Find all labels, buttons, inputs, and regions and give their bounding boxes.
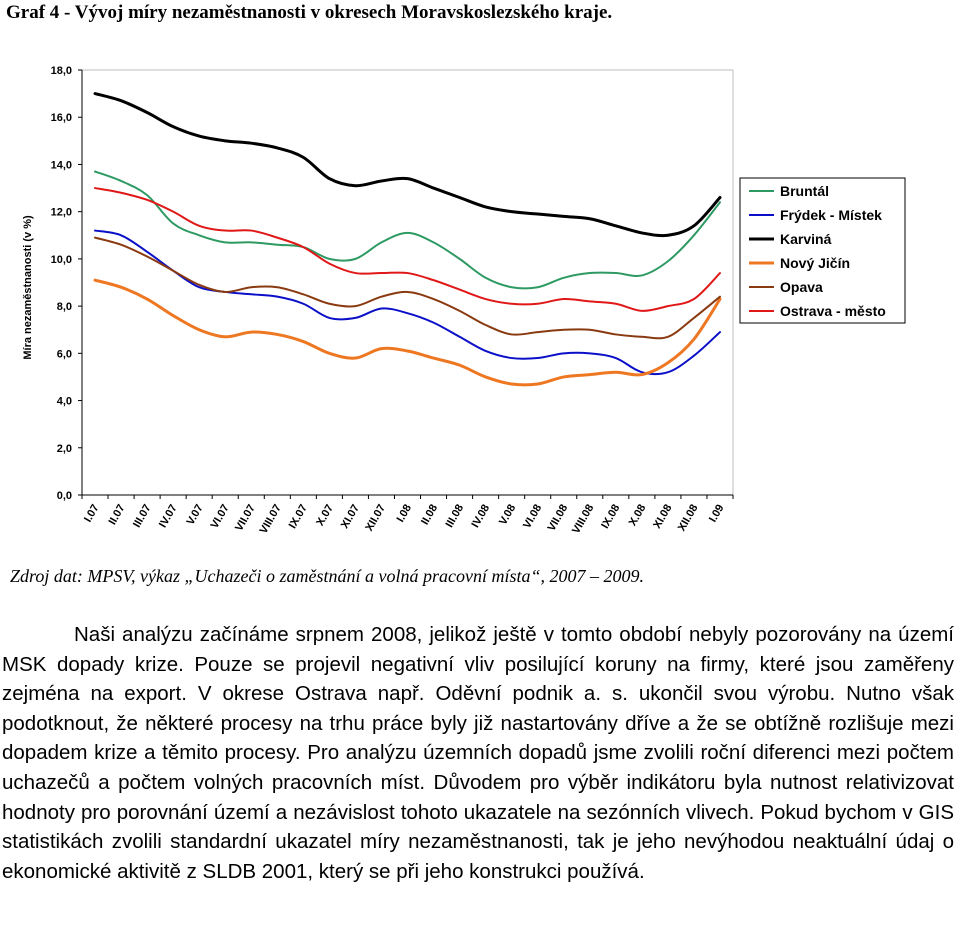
- x-tick-label: II.08: [419, 503, 440, 528]
- y-tick-label: 6,0: [57, 348, 72, 360]
- x-tick-label: VI.07: [209, 503, 232, 531]
- legend-entry: Karviná: [780, 231, 832, 247]
- legend-entry: Opava: [780, 279, 823, 295]
- body-paragraph: Naši analýzu začínáme srpnem 2008, jelik…: [2, 620, 954, 886]
- x-tick-label: XII.08: [676, 503, 701, 534]
- x-tick-label: V.08: [497, 503, 518, 528]
- chart-legend: Bruntál Frýdek - Místek Karviná Nový Jičín O…: [739, 177, 906, 324]
- series-line: [94, 170, 721, 290]
- data-source-note: Zdroj dat: MPSV, výkaz „Uchazeči o zaměs…: [10, 566, 644, 586]
- x-tick-label: VII.07: [233, 503, 258, 534]
- legend-entry: Ostrava - město: [780, 303, 886, 319]
- x-tick-label: XI.08: [651, 503, 674, 531]
- y-tick-label: 10,0: [51, 254, 72, 266]
- x-tick-labels: I.07 II.07 III.07 IV.07 V.07 VI.07 VII.07 VIII.…: [81, 495, 734, 537]
- x-tick-label: X.08: [627, 503, 649, 529]
- x-tick-label: VIII.07: [258, 503, 284, 537]
- x-tick-label: VII.08: [546, 503, 571, 534]
- x-tick-label: VIII.08: [570, 503, 596, 537]
- series-line: [93, 92, 722, 238]
- y-tick-label: 16,0: [51, 112, 72, 124]
- x-tick-label: IX.07: [287, 503, 310, 531]
- y-tick-label: 12,0: [51, 207, 72, 219]
- y-tick-label: 18,0: [51, 65, 72, 77]
- x-tick-label: I.09: [707, 503, 727, 525]
- x-tick-label: XI.07: [339, 503, 362, 531]
- x-tick-label: II.07: [107, 503, 128, 528]
- y-tick-label: 14,0: [51, 159, 72, 171]
- x-tick-label: IV.07: [157, 503, 180, 530]
- x-tick-label: V.07: [185, 503, 206, 528]
- series-line: [93, 278, 722, 387]
- y-tick-labels: 0,0 2,0 4,0 6,0 8,0 10,0 12,0 14,0 16,0 18,0: [51, 65, 82, 502]
- x-tick-label: I.07: [82, 503, 102, 525]
- legend-entry: Nový Jičín: [780, 255, 850, 271]
- line-chart: 0,0 2,0 4,0 6,0 8,0 10,0 12,0 14,0 16,0 18,0 I.07…: [22, 65, 906, 537]
- series-line: [94, 229, 721, 376]
- y-tick-label: 4,0: [57, 396, 72, 408]
- x-tick-label: IV.08: [469, 503, 492, 530]
- chart-axes: [81, 69, 734, 496]
- series-line: [94, 187, 721, 312]
- x-tick-label: III.07: [131, 503, 154, 530]
- figure-title: Graf 4 - Vývoj míry nezaměstnanosti v ok…: [6, 2, 613, 23]
- y-tick-label: 8,0: [57, 301, 72, 313]
- body-paragraph-text: Naši analýzu začínáme srpnem 2008, jelik…: [2, 623, 954, 883]
- x-tick-label: IX.08: [599, 503, 622, 531]
- y-tick-label: 2,0: [57, 443, 72, 455]
- legend-box: [739, 177, 906, 324]
- legend-entry: Frýdek - Místek: [780, 207, 882, 223]
- legend-entry: Bruntál: [780, 183, 829, 199]
- chart-series: [93, 92, 722, 387]
- series-line: [94, 236, 721, 340]
- y-axis-label: Míra nezaměstnanosti (v %): [22, 215, 34, 360]
- x-tick-label: X.07: [314, 503, 336, 529]
- plot-area: [81, 69, 734, 496]
- x-tick-label: I.08: [395, 503, 415, 525]
- x-tick-label: VI.08: [521, 503, 544, 531]
- y-tick-label: 0,0: [57, 490, 72, 502]
- x-tick-label: III.08: [444, 503, 467, 530]
- x-tick-label: XII.07: [363, 503, 388, 534]
